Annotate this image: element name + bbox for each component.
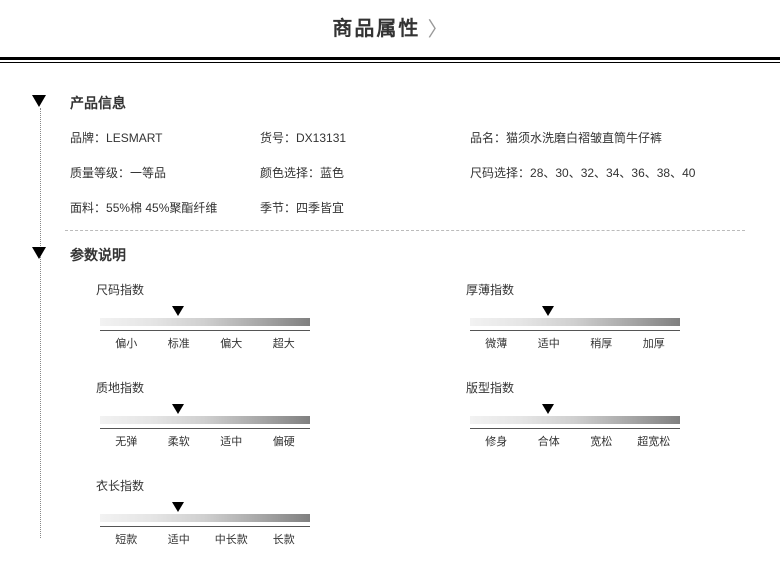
info-label: 面料： [70,201,106,215]
tick-label: 偏小 [100,335,153,351]
gauge-pointer-icon [542,306,554,316]
info-color: 颜色选择：蓝色 [260,164,460,181]
gauge-title: 质地指数 [96,379,310,396]
info-value: 猫须水洗磨白褶皱直筒牛仔裤 [506,131,662,145]
gauge-ticks: 微薄 适中 稍厚 加厚 [470,330,680,351]
section-marker-icon [32,95,46,107]
section-title-params: 参数说明 [70,245,760,265]
gauge-texture: 质地指数 无弹 柔软 适中 偏硬 [100,379,310,449]
tick-label: 适中 [205,433,258,449]
info-label: 品牌： [70,131,106,145]
info-value: 蓝色 [320,166,344,180]
info-label: 品名： [470,131,506,145]
chevron-right-icon: 〉 [428,13,448,42]
gauge-bar-area [470,308,680,326]
section-separator [65,230,745,231]
gauge-bar-area [100,406,310,424]
product-info-grid: 品牌：LESMART 货号：DX13131 品名：猫须水洗磨白褶皱直筒牛仔裤 质… [70,129,760,216]
gauge-bar-area [100,308,310,326]
gauge-ticks: 短款 适中 中长款 长款 [100,526,310,547]
info-name: 品名：猫须水洗磨白褶皱直筒牛仔裤 [470,129,760,146]
gauge-fit: 版型指数 修身 合体 宽松 超宽松 [470,379,680,449]
gauge-size: 尺码指数 偏小 标准 偏大 超大 [100,281,310,351]
info-label: 质量等级： [70,166,130,180]
info-label: 尺码选择： [470,166,530,180]
tick-label: 短款 [100,531,153,547]
gauge-bar [100,416,310,424]
gauge-bar [470,318,680,326]
gauge-pointer-icon [172,404,184,414]
gauge-thickness: 厚薄指数 微薄 适中 稍厚 加厚 [470,281,680,351]
gauge-bar [470,416,680,424]
tick-label: 加厚 [628,335,681,351]
info-grade: 质量等级：一等品 [70,164,250,181]
gauge-title: 尺码指数 [96,281,310,298]
info-value: DX13131 [296,131,346,145]
info-fabric: 面料：55%棉 45%聚酯纤维 [70,199,250,216]
section-product-info: 产品信息 品牌：LESMART 货号：DX13131 品名：猫须水洗磨白褶皱直筒… [70,93,760,231]
tick-label: 宽松 [575,433,628,449]
tick-label: 超宽松 [628,433,681,449]
info-size: 尺码选择：28、30、32、34、36、38、40 [470,164,760,181]
info-value: LESMART [106,131,162,145]
info-value: 28、30、32、34、36、38、40 [530,166,695,180]
tick-label: 柔软 [153,433,206,449]
section-marker-icon [32,247,46,259]
info-label: 季节： [260,201,296,215]
info-value: 55%棉 45%聚酯纤维 [106,201,217,215]
gauge-ticks: 修身 合体 宽松 超宽松 [470,428,680,449]
section-params: 参数说明 尺码指数 偏小 标准 偏大 超大 厚薄指数 [70,245,760,547]
gauge-ticks: 偏小 标准 偏大 超大 [100,330,310,351]
info-value: 一等品 [130,166,166,180]
timeline-line [40,108,41,538]
gauge-bar-area [470,406,680,424]
header-rule-thick [0,56,780,60]
tick-label: 稍厚 [575,335,628,351]
gauge-bar [100,318,310,326]
gauge-title: 版型指数 [466,379,680,396]
tick-label: 偏大 [205,335,258,351]
tick-label: 中长款 [205,531,258,547]
tick-label: 偏硬 [258,433,311,449]
gauge-length: 衣长指数 短款 适中 中长款 长款 [100,477,310,547]
info-season: 季节：四季皆宜 [260,199,460,216]
tick-label: 合体 [523,433,576,449]
content-area: 产品信息 品牌：LESMART 货号：DX13131 品名：猫须水洗磨白褶皱直筒… [0,63,780,573]
gauge-ticks: 无弹 柔软 适中 偏硬 [100,428,310,449]
info-label: 颜色选择： [260,166,320,180]
info-brand: 品牌：LESMART [70,129,250,146]
tick-label: 标准 [153,335,206,351]
gauge-title: 衣长指数 [96,477,310,494]
gauges-grid: 尺码指数 偏小 标准 偏大 超大 厚薄指数 [100,281,760,547]
info-value: 四季皆宜 [296,201,344,215]
gauge-pointer-icon [542,404,554,414]
tick-label: 适中 [153,531,206,547]
tick-label: 无弹 [100,433,153,449]
gauge-pointer-icon [172,502,184,512]
info-sku: 货号：DX13131 [260,129,460,146]
tick-label: 微薄 [470,335,523,351]
gauge-title: 厚薄指数 [466,281,680,298]
gauge-pointer-icon [172,306,184,316]
gauge-bar [100,514,310,522]
tick-label: 修身 [470,433,523,449]
section-title-product-info: 产品信息 [70,93,760,113]
page-header: 商品属性 〉 [0,0,780,56]
tick-label: 适中 [523,335,576,351]
tick-label: 超大 [258,335,311,351]
page-title: 商品属性 [332,12,420,41]
info-label: 货号： [260,131,296,145]
gauge-bar-area [100,504,310,522]
tick-label: 长款 [258,531,311,547]
